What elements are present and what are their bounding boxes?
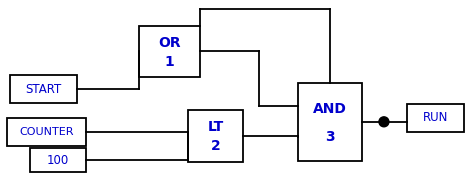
Bar <box>7 118 86 146</box>
Bar <box>298 83 362 160</box>
Text: START: START <box>25 83 62 96</box>
Text: 1: 1 <box>164 55 174 69</box>
Text: COUNTER: COUNTER <box>19 127 73 137</box>
Text: 3: 3 <box>325 130 335 144</box>
Text: LT: LT <box>208 120 224 134</box>
Text: 100: 100 <box>46 154 69 167</box>
Circle shape <box>379 117 389 127</box>
Bar <box>139 26 201 77</box>
Bar <box>29 148 86 172</box>
Text: 2: 2 <box>211 139 220 153</box>
Text: RUN: RUN <box>423 111 448 124</box>
Bar <box>407 104 465 132</box>
Text: OR: OR <box>158 36 181 49</box>
Bar <box>9 75 77 103</box>
Text: AND: AND <box>313 102 347 116</box>
Bar <box>188 110 243 162</box>
